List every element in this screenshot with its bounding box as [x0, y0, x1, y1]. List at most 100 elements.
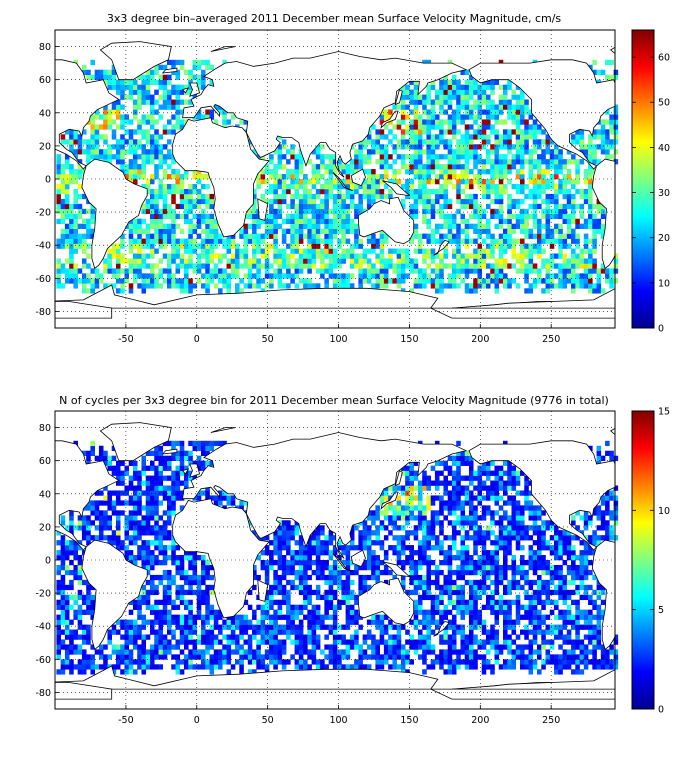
- data-bin: [175, 560, 181, 566]
- data-bin: [243, 619, 249, 625]
- data-bin: [443, 179, 449, 185]
- data-bin: [324, 193, 329, 200]
- data-bin: [264, 629, 270, 635]
- data-bin: [56, 174, 61, 180]
- data-bin: [158, 183, 164, 190]
- data-bin: [575, 258, 580, 264]
- data-bin: [473, 208, 478, 215]
- data-bin: [341, 208, 346, 215]
- data-bin: [196, 79, 202, 85]
- data-bin: [515, 579, 521, 586]
- data-bin: [443, 84, 449, 90]
- data-bin: [328, 649, 334, 655]
- data-bin: [439, 164, 444, 170]
- data-bin: [188, 288, 193, 294]
- data-bin: [294, 283, 300, 289]
- data-bin: [90, 604, 95, 610]
- data-bin: [222, 114, 227, 120]
- data-bin: [443, 579, 449, 586]
- data-bin: [264, 218, 270, 224]
- data-bin: [141, 228, 147, 234]
- data-bin: [371, 634, 376, 640]
- data-bin: [320, 594, 325, 601]
- data-bin: [86, 599, 91, 605]
- data-bin: [498, 188, 504, 195]
- data-bin: [167, 89, 172, 95]
- data-bin: [294, 159, 300, 165]
- data-bin: [213, 659, 219, 665]
- data-bin: [422, 149, 427, 155]
- data-bin: [175, 99, 181, 105]
- data-bin: [413, 208, 419, 215]
- data-bin: [456, 84, 461, 90]
- data-bin: [392, 248, 397, 254]
- data-bin: [171, 258, 176, 264]
- data-bin: [94, 129, 100, 135]
- data-bin: [592, 644, 597, 650]
- data-bin: [184, 213, 189, 220]
- data-bin: [128, 258, 134, 264]
- data-bin: [222, 243, 227, 249]
- data-bin: [417, 584, 423, 591]
- data-bin: [528, 599, 534, 605]
- data-bin: [337, 584, 342, 591]
- data-bin: [392, 174, 397, 180]
- data-bin: [400, 654, 406, 660]
- data-bin: [201, 659, 206, 665]
- data-bin: [468, 79, 474, 85]
- data-bin: [196, 218, 202, 224]
- data-bin: [541, 169, 546, 175]
- data-bin: [145, 228, 151, 234]
- data-bin: [494, 263, 500, 269]
- data-bin: [375, 179, 380, 185]
- data-bin: [434, 599, 440, 605]
- data-bin: [520, 144, 525, 150]
- data-bin: [354, 203, 359, 210]
- data-bin: [575, 639, 580, 645]
- data-bin: [192, 213, 198, 220]
- data-bin: [494, 183, 500, 190]
- data-bin: [111, 624, 117, 630]
- data-bin: [507, 179, 512, 185]
- data-bin: [324, 169, 329, 175]
- data-bin: [549, 579, 555, 586]
- data-bin: [537, 268, 542, 274]
- data-bin: [307, 599, 312, 605]
- data-bin: [235, 649, 240, 655]
- data-bin: [141, 555, 147, 561]
- data-bin: [124, 268, 130, 274]
- data-bin: [485, 283, 491, 289]
- data-bin: [145, 634, 151, 640]
- data-bin: [303, 218, 308, 224]
- data-bin: [430, 114, 436, 120]
- data-bin: [490, 79, 495, 85]
- data-bin: [413, 278, 419, 284]
- data-bin: [81, 64, 87, 71]
- data-bin: [158, 614, 164, 620]
- data-bin: [205, 64, 210, 71]
- data-bin: [175, 263, 181, 269]
- data-bin: [366, 619, 372, 625]
- data-bin: [205, 659, 210, 665]
- data-bin: [252, 198, 257, 205]
- data-bin: [520, 213, 525, 220]
- data-bin: [460, 114, 466, 120]
- data-bin: [473, 639, 478, 645]
- data-bin: [481, 89, 487, 95]
- data-bin: [473, 268, 478, 274]
- data-bin: [60, 203, 66, 210]
- data-bin: [320, 273, 325, 279]
- data-bin: [515, 134, 521, 140]
- data-bin: [141, 119, 147, 125]
- data-bin: [549, 164, 555, 170]
- data-bin: [303, 589, 308, 596]
- data-bin: [362, 634, 368, 640]
- data-bin: [515, 654, 521, 660]
- data-bin: [605, 649, 610, 655]
- x-tick-label: 200: [471, 334, 489, 345]
- data-bin: [473, 164, 478, 170]
- data-bin: [128, 79, 134, 85]
- data-bin: [252, 629, 257, 635]
- data-bin: [583, 179, 589, 185]
